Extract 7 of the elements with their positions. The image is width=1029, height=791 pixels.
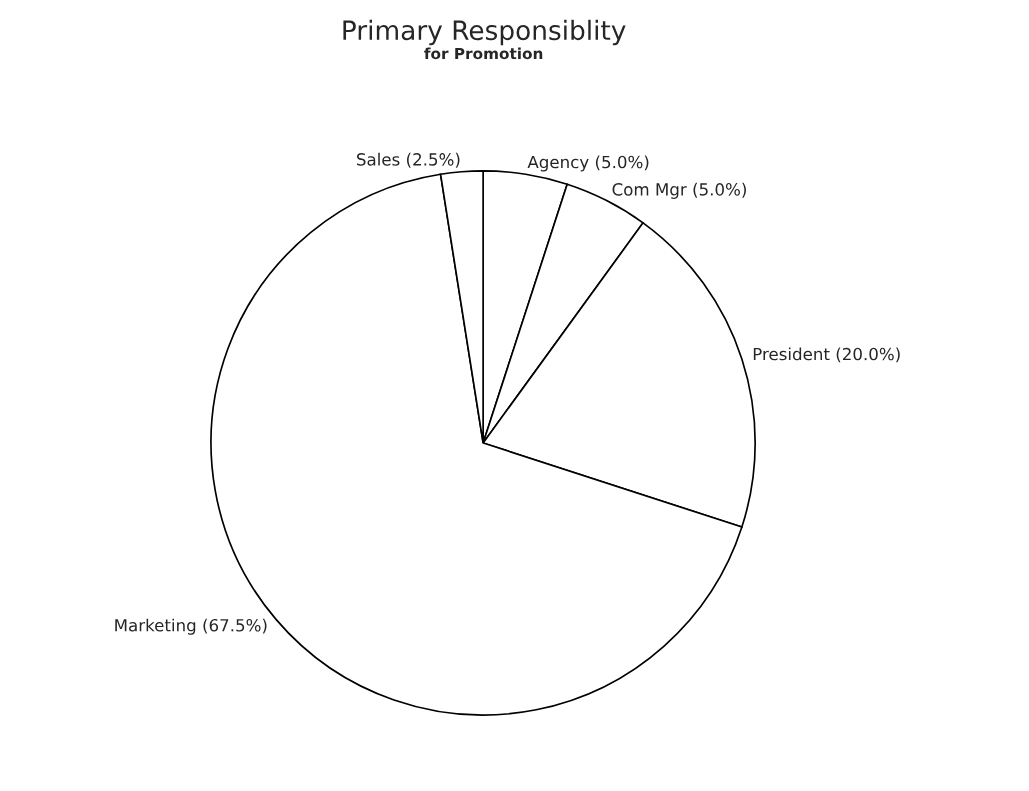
chart-title: Primary Responsiblity <box>343 19 626 46</box>
slice-label: President (20.0%) <box>753 347 900 363</box>
slice-label: Sales (2.5%) <box>357 152 460 168</box>
slice-label: Com Mgr (5.0%) <box>612 182 746 199</box>
slice-label: Marketing (67.5%) <box>115 618 267 635</box>
slice-label: Agency (5.0%) <box>527 155 649 172</box>
chart-subtitle: for Promotion <box>424 47 543 60</box>
